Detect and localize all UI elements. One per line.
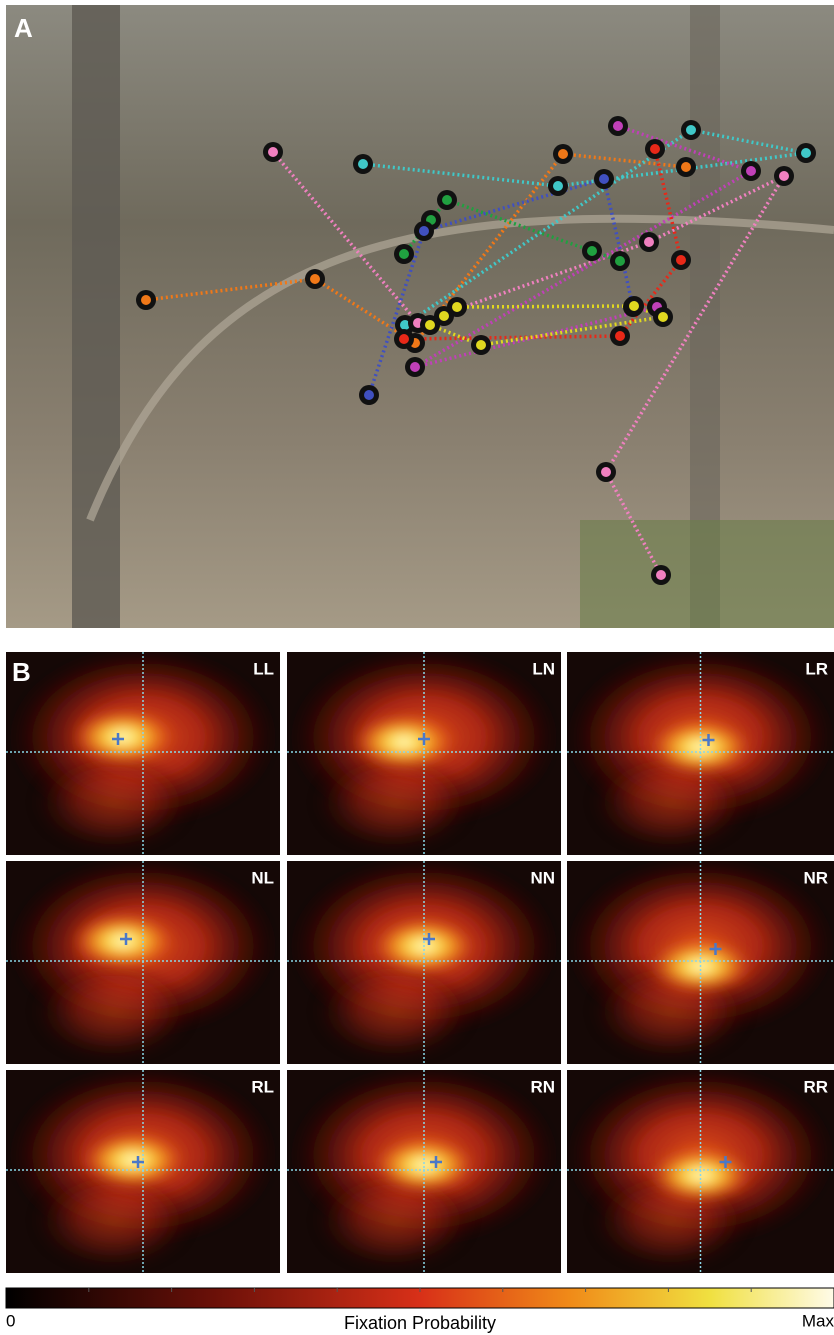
map-label: NL: [251, 868, 274, 887]
map-label: RR: [803, 1077, 828, 1096]
fixation-dot: [650, 144, 660, 154]
heatmap: LN: [287, 647, 561, 855]
heat-lower: [314, 961, 474, 1061]
fixation-dot: [558, 149, 568, 159]
panel-b: LL LN LR NL NN NR RL RN RR B: [6, 647, 834, 1273]
heat-core: [71, 709, 175, 765]
fixation-dot: [599, 174, 609, 184]
fixation-dot: [442, 195, 452, 205]
fixation-dot: [629, 301, 639, 311]
fixation-dot: [676, 255, 686, 265]
heatmap: RL: [6, 1065, 280, 1273]
figure: A LL LN LR NL NN NR RL RN RR B 0 Fixation Probabi…: [0, 0, 834, 1335]
heat-lower: [33, 961, 193, 1061]
panel-a: A: [6, 5, 834, 628]
fixation-dot: [615, 331, 625, 341]
heatmap: RR: [566, 1065, 834, 1273]
fixation-dot: [399, 249, 409, 259]
tree-trunk: [72, 5, 120, 628]
map-label: LR: [805, 659, 828, 678]
panel-label: A: [14, 13, 33, 43]
fixation-dot: [439, 311, 449, 321]
heat-core: [372, 1137, 476, 1193]
foliage: [580, 520, 834, 628]
fixation-dot: [779, 171, 789, 181]
fixation-dot: [419, 226, 429, 236]
fixation-dot: [141, 295, 151, 305]
fixation-dot: [746, 166, 756, 176]
map-label: LN: [532, 659, 555, 678]
heat-core: [352, 714, 456, 770]
heatmap: NL: [6, 856, 280, 1064]
map-label: NN: [530, 868, 555, 887]
fixation-dot: [553, 181, 563, 191]
fixation-dot: [601, 467, 611, 477]
heat-core: [81, 1132, 185, 1188]
map-label: RN: [530, 1077, 555, 1096]
map-label: RL: [251, 1077, 274, 1096]
heatmap: RN: [287, 1065, 561, 1273]
fixation-dot: [399, 334, 409, 344]
heatmap: LR: [566, 647, 834, 855]
heatmap: NN: [287, 856, 561, 1064]
heatmap: NR: [566, 856, 834, 1064]
colorbar: 0 Fixation Probability Max: [6, 1288, 834, 1333]
fixation-dot: [358, 159, 368, 169]
fixation-dot: [476, 340, 486, 350]
fixation-dot: [452, 302, 462, 312]
fixation-dot: [681, 162, 691, 172]
fixation-dot: [410, 362, 420, 372]
fixation-dot: [644, 237, 654, 247]
heat-lower: [33, 752, 193, 852]
fixation-dot: [364, 390, 374, 400]
fixation-dot: [658, 312, 668, 322]
map-label: NR: [803, 868, 828, 887]
colorbar-min-label: 0: [6, 1311, 15, 1330]
fixation-dot: [268, 147, 278, 157]
colorbar-title: Fixation Probability: [344, 1313, 496, 1333]
colorbar-max-label: Max: [802, 1311, 834, 1330]
fixation-dot: [310, 274, 320, 284]
fixation-dot: [613, 121, 623, 131]
fixation-dot: [656, 570, 666, 580]
panel-label: B: [12, 657, 31, 687]
heat-core: [649, 719, 753, 775]
fixation-dot: [587, 246, 597, 256]
fixation-dot: [615, 256, 625, 266]
heatmap: LL: [6, 647, 280, 855]
fixation-dot: [425, 320, 435, 330]
fixation-dot: [686, 125, 696, 135]
fixation-dot: [801, 148, 811, 158]
map-label: LL: [253, 659, 274, 678]
